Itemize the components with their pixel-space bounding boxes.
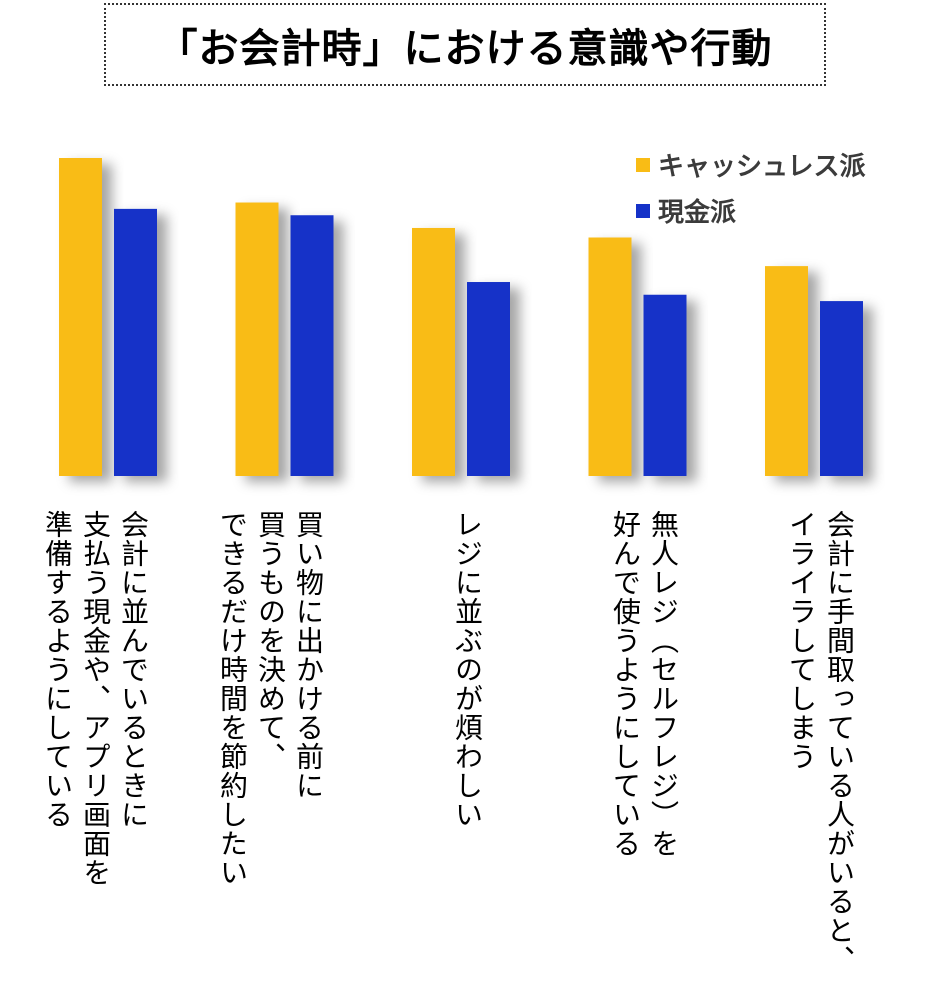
bar-cashless-2 (235, 202, 279, 476)
legend-label-cashless: キャッシュレス派 (658, 152, 866, 182)
bar-cash-1 (114, 208, 157, 476)
legend-item-cash: 現金派 (636, 192, 736, 229)
category-label-5: 会計に手間取っている人がいると、 イライラしてしまう (785, 510, 856, 974)
bars-group (59, 158, 863, 477)
bar-cash-3 (467, 282, 510, 476)
legend-swatch-cashless (636, 157, 650, 172)
chart-title: 「お会計時」における意識や行動 (157, 25, 773, 72)
bar-cashless-4 (588, 237, 632, 476)
bar-cashless-3 (412, 227, 455, 476)
legend-label-cash: 現金派 (658, 198, 737, 228)
category-label-3: レジに並ぶのが煩わしい (451, 510, 484, 829)
category-label-1: 会計に並んでいるときに 支払う現金や、アプリ画面を 準備するようにしている (41, 510, 150, 887)
bar-cash-2 (290, 215, 334, 477)
category-label-4: 無人レジ（セルフレジ）を 好んで使うようにしている (609, 510, 680, 858)
chart-title-box: 「お会計時」における意識や行動 (104, 3, 826, 86)
bar-cashless-1 (59, 158, 102, 476)
bar-cash-5 (820, 301, 863, 476)
legend-item-cashless: キャッシュレス派 (636, 146, 865, 183)
category-label-2: 買い物に出かける前に 買うものを決めて、 できるだけ時間を節約したい (216, 510, 325, 887)
bar-cashless-5 (765, 266, 808, 476)
bar-cash-4 (643, 294, 687, 476)
legend-swatch-cash (636, 203, 650, 218)
